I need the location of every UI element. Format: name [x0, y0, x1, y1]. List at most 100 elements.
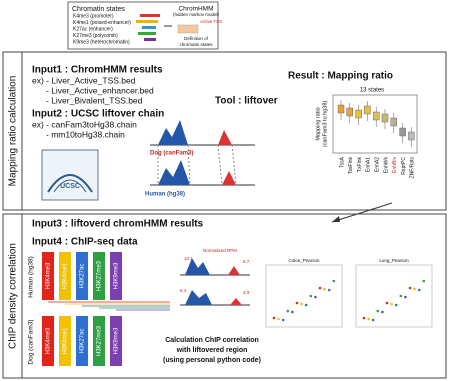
plot-title: Colon_Pearson: [288, 258, 320, 263]
file: ex) - Liver_Active_TSS.bed: [32, 75, 136, 85]
dot: [367, 317, 370, 321]
state-label: TxFlnk: [357, 157, 363, 173]
liftover-figure: [150, 120, 255, 186]
input-title: Input2 : UCSC liftover chain: [32, 109, 164, 120]
track-label: H3K9me3: [114, 262, 120, 289]
hmm-title: ChromHMM: [178, 6, 213, 13]
dot: [300, 302, 303, 306]
track: [93, 316, 105, 366]
track: [42, 252, 54, 300]
file: - mm10toHg38.chain: [46, 129, 125, 139]
track: [76, 316, 88, 366]
dot: [385, 301, 389, 305]
rpm-value: 5.7: [243, 259, 250, 264]
track: [59, 252, 71, 300]
rpm-label: Normalized RPM: [203, 248, 237, 253]
scatter-plots: Colon_Pearson Lung_Pearson: [265, 258, 433, 328]
dot: [272, 316, 276, 320]
dot: [291, 310, 294, 314]
arrow-head: [332, 216, 340, 222]
hmm-subtitle: (hidden markov model): [173, 12, 220, 17]
dot: [277, 317, 280, 321]
state-list: K4me3 (promoter)K4me1 (poised-enhancer)K…: [73, 13, 131, 45]
track-label: H3K27me3: [97, 325, 103, 356]
state-label: TssFlnk: [348, 157, 354, 174]
box: [381, 113, 389, 123]
state: K9me3 (heterochromatin): [73, 39, 130, 45]
genome-icon: [136, 14, 172, 41]
dot: [304, 303, 308, 307]
state-label: EnhWk: [383, 157, 389, 174]
chip-section: [2, 213, 447, 379]
file: - Liver_Bivalent_TSS.bed: [46, 95, 143, 105]
dot: [417, 288, 421, 292]
box: [399, 127, 406, 137]
definition: Definition of: [184, 36, 209, 41]
rpm-value: 8.4: [180, 288, 187, 293]
dot: [408, 286, 412, 290]
y-label: Mapping ratio: [315, 107, 321, 140]
dog-label: Dog (canFam3): [150, 151, 193, 157]
track-label: H3K9me3: [114, 327, 120, 354]
track-label: H3K27me3: [97, 260, 103, 291]
plot-title: Lung_Pearson: [379, 258, 409, 263]
section-label: Mapping ratio calculation: [8, 76, 19, 187]
dot: [318, 286, 322, 290]
y-label: (canFam3 to hg38): [322, 101, 328, 148]
box: [364, 105, 371, 115]
track: [42, 316, 54, 366]
box: [408, 131, 415, 141]
dot: [286, 309, 290, 313]
track-label: H3K4me3: [46, 262, 52, 289]
box: [346, 107, 353, 117]
human-label: Human (hg38): [145, 192, 185, 198]
species-label: Human (hg38): [28, 256, 35, 298]
box-plots: [337, 100, 415, 147]
input-title: Input4 : ChIP-seq data: [32, 237, 138, 248]
track-label: H3K4me1: [63, 327, 69, 354]
dot: [404, 295, 407, 299]
dot: [309, 294, 313, 298]
chart-frame: [332, 94, 418, 154]
rpm-value: 4.3: [243, 290, 250, 295]
calc-text: (using personal python code): [163, 357, 261, 364]
box: [390, 117, 397, 127]
track: [76, 252, 88, 300]
legend-title: Chromatin states: [72, 6, 125, 13]
dot: [314, 295, 317, 299]
tracks: H3K4me3 H3K4me3 H3K4me1 H3K4me1 H3K27ac H3K27…: [42, 252, 170, 366]
state: K27me3 (polycomb): [73, 33, 118, 39]
box: [373, 111, 380, 121]
dot: [390, 302, 393, 306]
track: [59, 316, 71, 366]
active-tss: Active TSS: [200, 19, 222, 24]
dot: [281, 318, 285, 322]
chart-title: 13 states: [360, 88, 384, 94]
calc-text: Calculation ChIP correlation: [165, 337, 259, 344]
state-label: TssA: [339, 156, 345, 168]
file: - Liver_Active_enhancer.bed: [46, 85, 154, 95]
dot: [394, 303, 398, 307]
logo-text: UCSC: [60, 183, 80, 190]
track: [110, 316, 122, 366]
input-title: Input3 : liftoverd chromHMM results: [32, 219, 204, 230]
track: [93, 252, 105, 300]
state: K4me3 (promoter): [73, 13, 114, 19]
track-label: H3K4me3: [46, 327, 52, 354]
state-heatmap: [177, 24, 199, 34]
dot: [422, 279, 426, 283]
dot: [327, 288, 331, 292]
box: [337, 104, 345, 114]
definition: chromatin states: [179, 42, 213, 47]
state-label: EnhA1: [366, 157, 372, 172]
dot: [381, 310, 384, 314]
state-label: EnhA2: [375, 157, 381, 172]
dot: [332, 279, 336, 283]
state: K27ac (enhancer): [73, 26, 113, 32]
dot: [399, 294, 403, 298]
tool-title: Tool : liftover: [215, 96, 278, 107]
result-title: Result : Mapping ratio: [288, 71, 393, 82]
state: K4me1 (poised-enhancer): [73, 20, 131, 26]
